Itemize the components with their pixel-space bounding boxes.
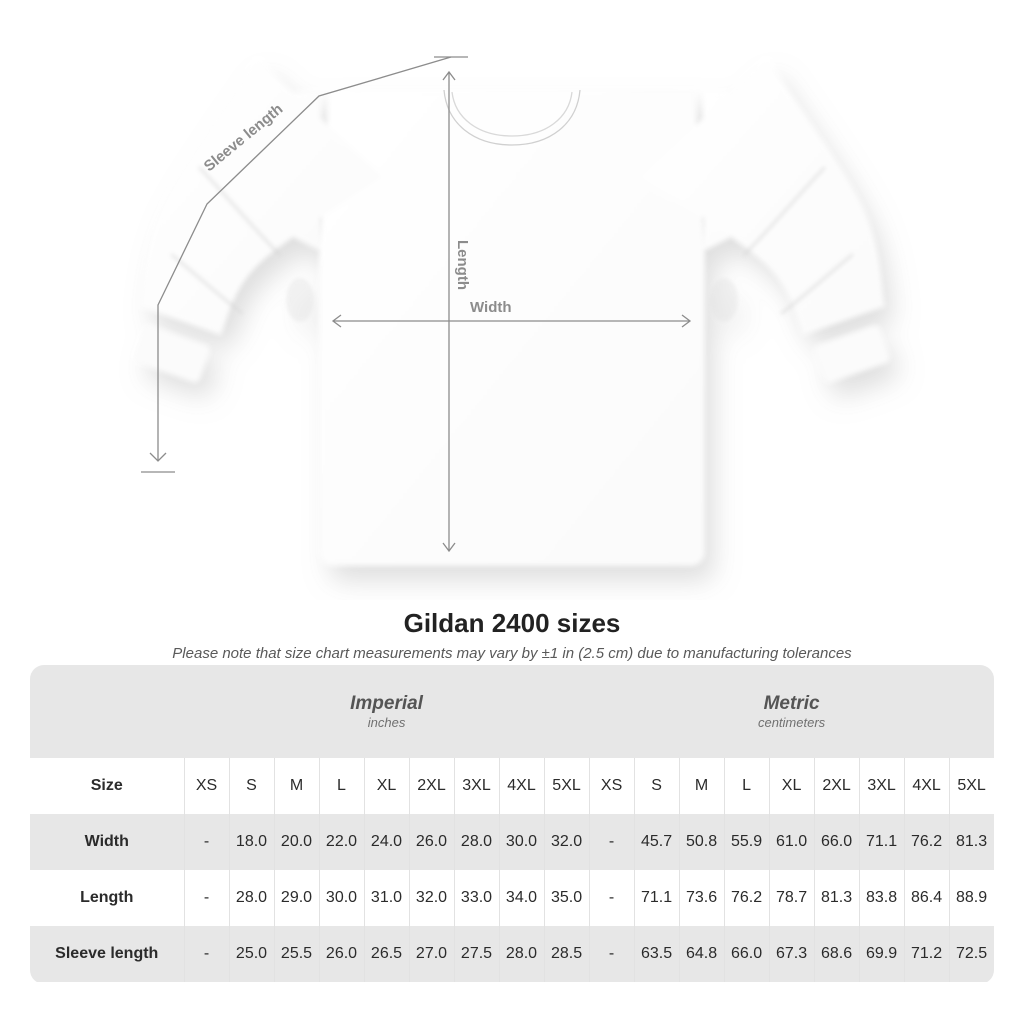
svg-text:Width: Width bbox=[470, 299, 512, 316]
svg-text:Length: Length bbox=[454, 240, 471, 290]
